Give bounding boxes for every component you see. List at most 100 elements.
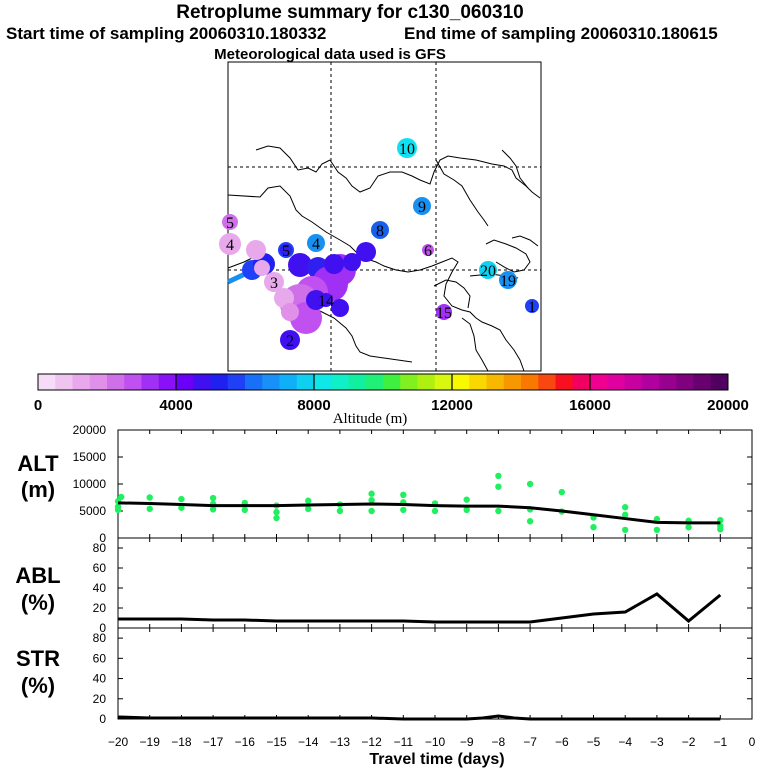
- x-axis-title: Travel time (days): [369, 751, 504, 768]
- alt-sample-point: [400, 506, 407, 514]
- x-tick-label: −11: [394, 735, 414, 749]
- alt-sample-point: [526, 480, 534, 488]
- map-marker-dot: [413, 197, 431, 215]
- colorbar-tick-label: 8000: [297, 397, 330, 414]
- x-tick-label: −3: [650, 735, 664, 749]
- y-tick-label: 60: [93, 561, 107, 575]
- y-tick-label: 0: [99, 712, 106, 726]
- map-marker-dot: [479, 261, 497, 279]
- y-tick-label: 10000: [73, 477, 107, 491]
- start-time: Start time of sampling 20060310.180332: [6, 24, 327, 43]
- map-marker-dot: [422, 244, 434, 256]
- alt-sample-point: [622, 526, 629, 534]
- colorbar-swatch: [486, 374, 505, 390]
- alt-sample-point: [209, 494, 217, 502]
- y-tick-label: 0: [99, 621, 106, 635]
- panel-ylabel-unit: (m): [21, 477, 55, 502]
- map-marker-dot: [525, 299, 539, 313]
- map-marker-dot: [371, 221, 389, 239]
- alt-sample-point: [305, 505, 312, 513]
- panel-ylabel-name: ALT: [17, 451, 59, 476]
- x-tick-label: −2: [682, 735, 696, 749]
- alt-sample-point: [717, 526, 724, 533]
- colorbar-tick-label: 4000: [159, 397, 192, 414]
- x-tick-label: −16: [235, 735, 256, 749]
- x-tick-label: −9: [460, 735, 474, 749]
- alt-sample-point: [117, 493, 125, 501]
- colorbar-swatch: [55, 374, 73, 390]
- map-marker-label: 4: [312, 236, 320, 253]
- colorbar-swatch: [227, 374, 246, 390]
- alt-median-line: [117, 501, 721, 525]
- map-marker-label: 2: [286, 333, 294, 350]
- colorbar-swatch: [141, 374, 160, 390]
- alt-sample-point: [114, 506, 122, 514]
- x-tick-label: −4: [618, 735, 632, 749]
- y-tick-label: 80: [93, 631, 107, 645]
- map-marker-dot: [224, 216, 236, 228]
- x-tick-label: −19: [140, 735, 161, 749]
- x-tick-label: −15: [266, 735, 287, 749]
- alt-sample-point: [209, 506, 217, 513]
- alt-sample-point: [431, 507, 439, 515]
- y-tick-label: 20: [93, 601, 107, 615]
- colorbar-swatch: [107, 374, 125, 390]
- panel-str: STR(%) 80 60 40 20 0: [16, 627, 753, 726]
- map-marker-label: 15: [436, 305, 452, 322]
- alt-sample-point: [146, 494, 153, 501]
- alt-sample-point: [273, 508, 280, 516]
- alt-sample-point: [336, 507, 344, 515]
- y-tick-label: 60: [93, 651, 107, 665]
- colorbar-tick-label: 16000: [569, 397, 611, 414]
- colorbar-swatch: [245, 374, 263, 390]
- x-tick-label: −20: [108, 735, 129, 749]
- map-marker-label: 10: [399, 141, 415, 158]
- x-tick-label: −14: [298, 735, 319, 749]
- colorbar-swatch: [710, 374, 729, 390]
- panel-ylabel-name: ABL: [15, 563, 60, 588]
- panel-ylabel-unit: (%): [21, 590, 55, 615]
- colorbar-swatch: [210, 374, 229, 390]
- panel-ylabel-unit: (%): [21, 673, 55, 698]
- colorbar-swatch: [693, 374, 712, 390]
- alt-sample-point: [146, 505, 153, 513]
- alt-sample-point: [178, 504, 185, 511]
- colorbar-swatch: [383, 374, 401, 390]
- map-marker-label: 3: [270, 275, 278, 292]
- plume-blob: [306, 290, 326, 310]
- map-marker-dot: [499, 271, 517, 289]
- alt-sample-point: [400, 491, 407, 498]
- y-tick-label: 20: [93, 692, 107, 706]
- time-series-panels: ALT(m)20000150001000050000ABL(%)80604020…: [15, 423, 755, 768]
- alt-sample-point: [463, 496, 470, 503]
- panel-ylabel-name: STR: [16, 646, 60, 671]
- colorbar-swatch: [521, 374, 539, 390]
- colorbar-swatch: [124, 374, 142, 390]
- met-data-note: Meteorological data used is GFS: [214, 46, 446, 63]
- panel-alt: ALT(m) 20000 15000 10000 5000 0: [17, 423, 753, 545]
- plume-blob: [246, 240, 266, 260]
- map-marker-label: 4: [226, 237, 234, 254]
- x-tick-label: −17: [203, 735, 224, 749]
- x-tick-label: −8: [492, 735, 506, 749]
- colorbar-tick-label: 12000: [431, 397, 473, 414]
- map-marker-label: 19: [500, 273, 516, 290]
- chart-title: Retroplume summary for c130_060310: [176, 2, 524, 23]
- x-tick-label: −13: [330, 735, 351, 749]
- colorbar-swatch: [624, 374, 643, 390]
- colorbar-swatch: [417, 374, 436, 390]
- map-marker-dot: [282, 332, 298, 348]
- panel-frame: [117, 537, 753, 629]
- map-marker-dot: [397, 138, 417, 158]
- colorbar-tick-label: 20000: [707, 397, 749, 414]
- alt-sample-point: [178, 495, 185, 503]
- alt-sample-point: [495, 483, 502, 490]
- map-marker-dot: [268, 276, 280, 288]
- colorbar-swatch: [434, 374, 453, 390]
- alt-sample-point: [526, 518, 534, 525]
- end-time: End time of sampling 20060310.180615: [404, 24, 718, 43]
- colorbar-swatch: [607, 374, 625, 390]
- panel-abl: ABL(%) 80 60 40 20 0: [15, 537, 753, 635]
- alt-sample-point: [368, 507, 375, 515]
